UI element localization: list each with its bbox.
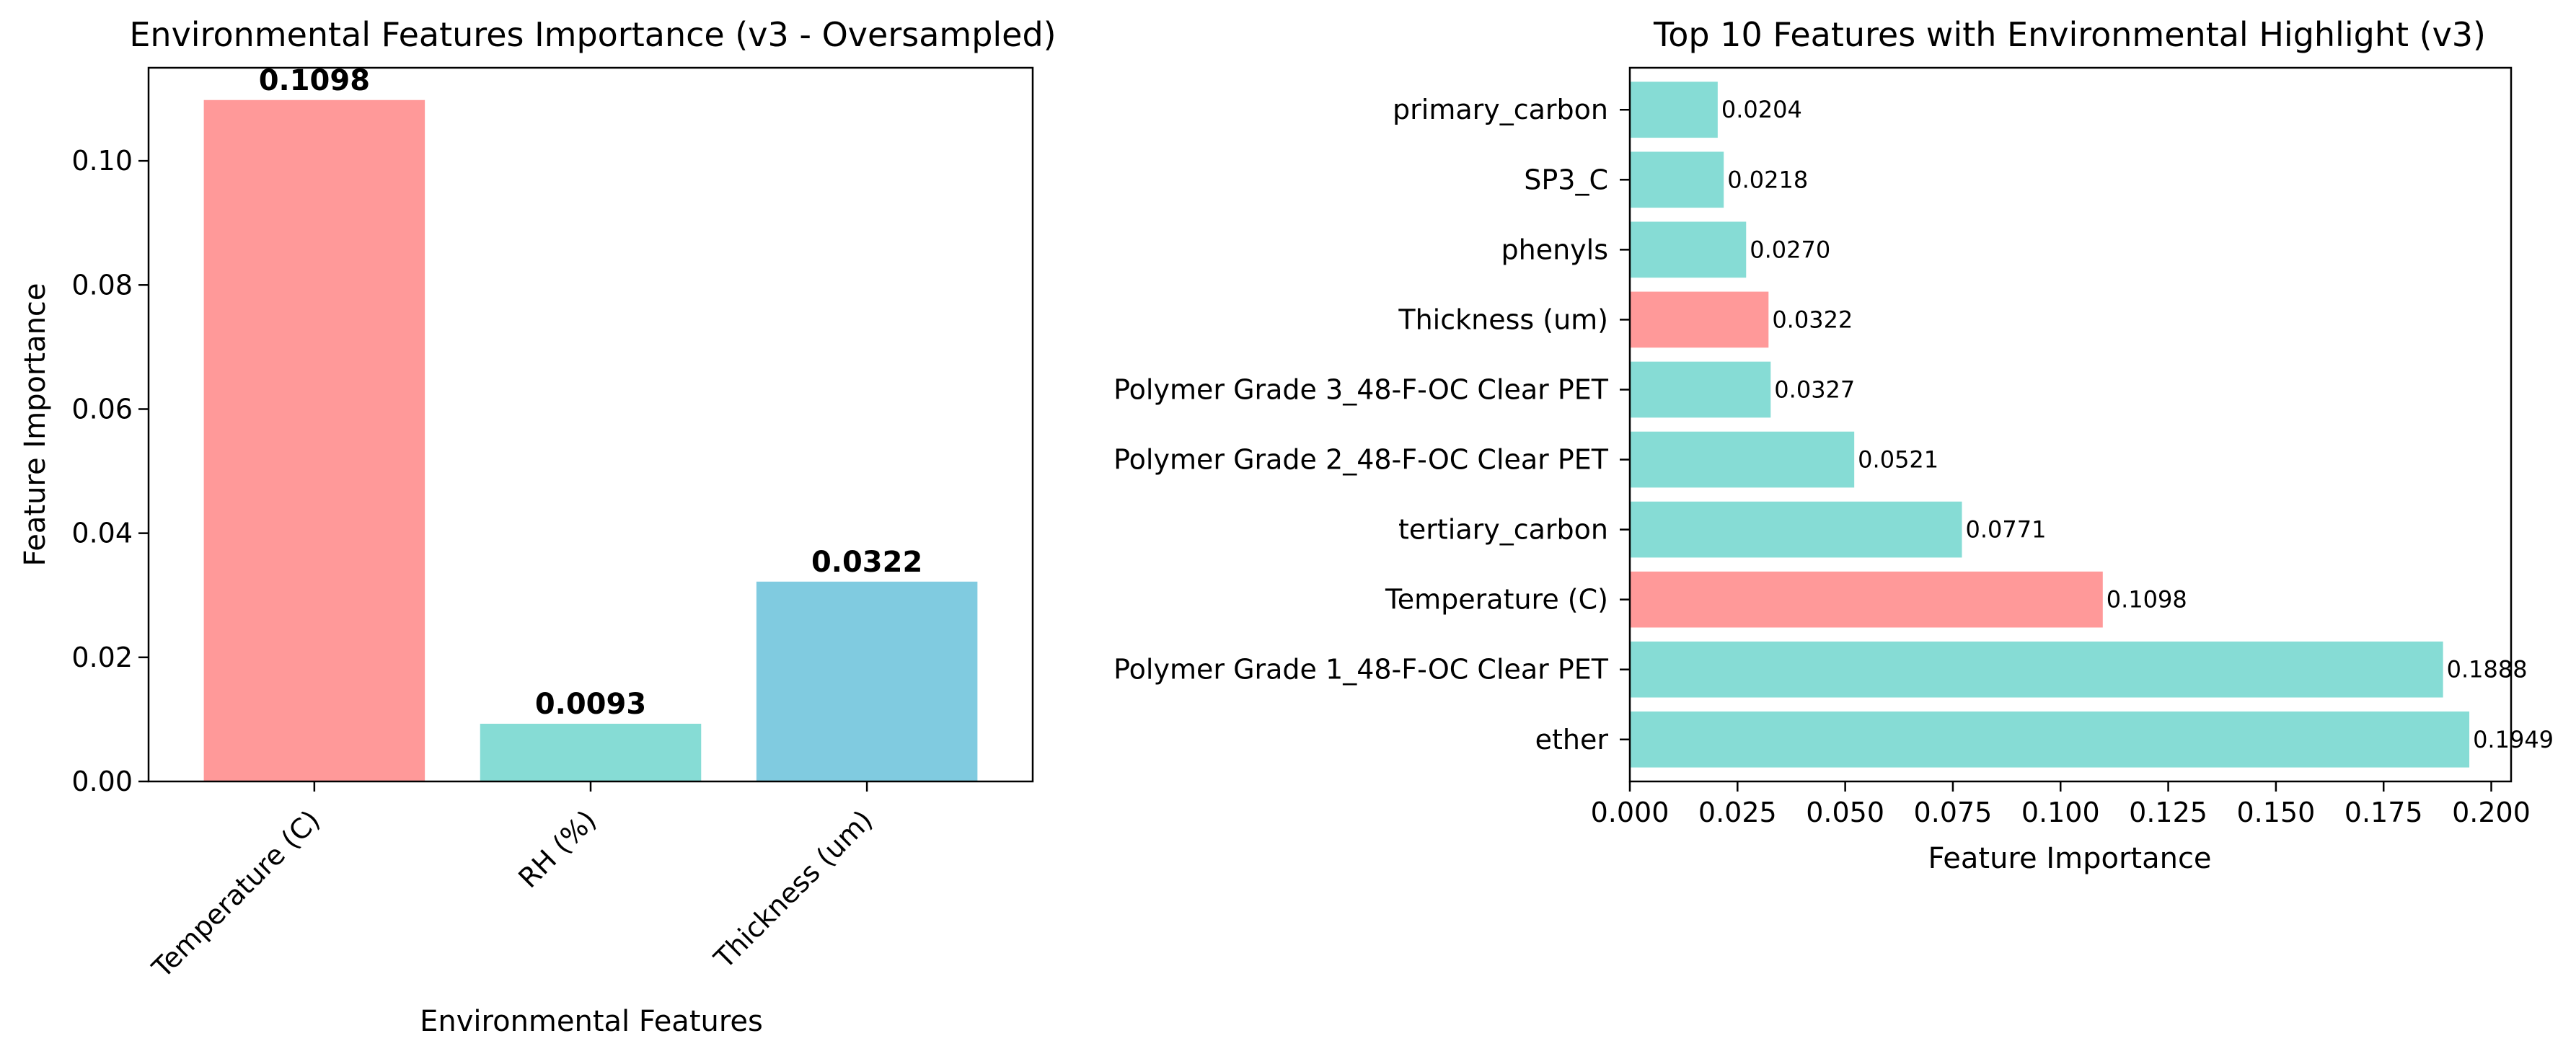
right-x-tick-label: 0.000	[1591, 797, 1669, 828]
right-bar-value-label: 0.0327	[1774, 376, 1855, 403]
left-x-tick-label: Temperature (C)	[146, 804, 326, 984]
right-bar-value-label: 0.0270	[1750, 236, 1830, 263]
left-y-axis: 0.00 0.02 0.04 0.06 0.08 0.10	[71, 145, 149, 797]
right-x-tick-label: 0.100	[2021, 797, 2100, 828]
left-y-tick-label: 0.04	[71, 518, 133, 549]
right-chart-title: Top 10 Features with Environmental Highl…	[1653, 15, 2486, 54]
left-x-tick-label: RH (%)	[512, 804, 602, 894]
right-y-tick-label: primary_carbon	[1393, 94, 1608, 125]
right-x-axis: 0.000 0.025 0.050 0.075 0.100 0.125 0.150 0.175…	[1591, 781, 2531, 828]
right-bar	[1630, 571, 2103, 628]
right-bar	[1630, 221, 1747, 278]
right-y-tick-label: SP3_C	[1524, 164, 1608, 195]
left-bar	[756, 581, 978, 781]
top10-features-chart: Top 10 Features with Environmental Highl…	[1113, 15, 2554, 875]
left-bars	[203, 99, 978, 782]
right-x-tick-label: 0.150	[2236, 797, 2315, 828]
right-y-tick-label: Polymer Grade 2_48-F-OC Clear PET	[1113, 444, 1609, 476]
left-x-axis-label: Environmental Features	[420, 1005, 763, 1038]
right-bar	[1630, 501, 1962, 558]
right-bar	[1630, 81, 1718, 138]
left-x-tick-label: Thickness (um)	[707, 804, 878, 975]
right-x-tick-label: 0.125	[2129, 797, 2207, 828]
right-bar	[1630, 291, 1769, 348]
right-y-tick-label: Thickness (um)	[1398, 303, 1608, 335]
right-x-axis-label: Feature Importance	[1928, 842, 2211, 875]
left-y-tick-label: 0.02	[71, 642, 133, 673]
right-bar	[1630, 711, 2470, 768]
left-y-axis-label: Feature Importance	[19, 283, 52, 566]
right-bar	[1630, 641, 2443, 698]
right-x-tick-label: 0.025	[1698, 797, 1777, 828]
left-bar-labels: 0.1098 0.0093 0.0322	[259, 64, 923, 721]
right-bars	[1630, 81, 2470, 768]
right-bar-value-label: 0.1098	[2107, 586, 2187, 613]
left-bar-value-label: 0.0322	[811, 546, 922, 579]
right-y-tick-label: ether	[1535, 724, 1609, 756]
right-bar-value-label: 0.0322	[1772, 306, 1853, 333]
right-y-tick-label: Polymer Grade 3_48-F-OC Clear PET	[1113, 373, 1609, 405]
left-y-tick-label: 0.00	[71, 766, 133, 797]
right-bar-value-label: 0.0218	[1727, 166, 1808, 193]
right-bar	[1630, 151, 1724, 208]
right-bar-value-label: 0.0771	[1965, 516, 2046, 544]
left-bar	[480, 723, 702, 781]
right-bar-value-label: 0.1949	[2473, 726, 2554, 753]
right-y-tick-label: Polymer Grade 1_48-F-OC Clear PET	[1113, 654, 1609, 686]
left-bar	[203, 99, 425, 782]
right-bar	[1630, 431, 1855, 488]
right-y-tick-label: tertiary_carbon	[1398, 514, 1608, 546]
left-y-tick-label: 0.06	[71, 393, 133, 425]
left-bar-value-label: 0.1098	[259, 64, 370, 97]
right-bar-labels: 0.0204 0.0218 0.0270 0.0322 0.0327 0.0521 0.07…	[1721, 96, 2554, 753]
right-y-tick-label: Temperature (C)	[1385, 584, 1608, 616]
right-x-tick-label: 0.075	[1914, 797, 1993, 828]
right-x-tick-label: 0.200	[2452, 797, 2531, 828]
right-bar-value-label: 0.0204	[1721, 96, 1802, 123]
right-bar-value-label: 0.1888	[2447, 656, 2528, 683]
right-x-tick-label: 0.175	[2345, 797, 2423, 828]
right-bar	[1630, 361, 1771, 418]
right-x-tick-label: 0.050	[1806, 797, 1884, 828]
left-y-tick-label: 0.10	[71, 145, 133, 177]
right-y-tick-label: phenyls	[1501, 234, 1608, 265]
left-chart-title: Environmental Features Importance (v3 - …	[129, 15, 1056, 54]
left-bar-value-label: 0.0093	[535, 688, 646, 721]
right-plot-frame	[1628, 66, 2513, 783]
left-x-axis: Temperature (C) RH (%) Thickness (um)	[146, 781, 878, 985]
left-y-tick-label: 0.08	[71, 269, 133, 301]
left-plot-frame	[147, 66, 1034, 783]
environmental-importance-chart: Environmental Features Importance (v3 - …	[19, 15, 1057, 1038]
right-bar-value-label: 0.0521	[1858, 446, 1938, 474]
